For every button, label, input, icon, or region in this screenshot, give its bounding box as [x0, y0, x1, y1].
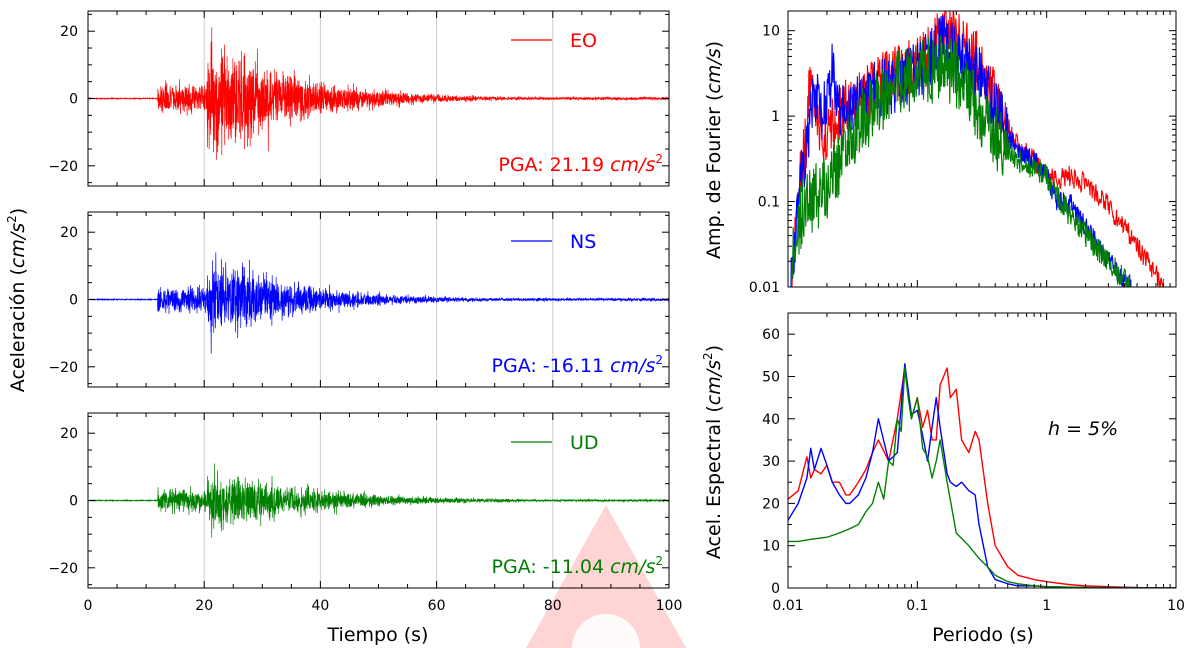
series-line-ns — [88, 252, 669, 354]
spectral-line-ns — [788, 363, 1176, 588]
panel-ud: −20 0 20 0 20 40 60 80 100 UD PGA: -11.04 cm/s2 — [48, 412, 683, 614]
x-tick-label: 40 — [311, 598, 329, 614]
xlabel-time: Tiempo (s) — [327, 624, 429, 646]
panel-fourier: 0.01 0.1 1 10 — [749, 10, 1177, 296]
panel-ns: −20 0 20 NS PGA: -16.11 cm/s2 — [48, 211, 670, 388]
x-tick-label: 20 — [195, 598, 213, 614]
legend: UD — [511, 432, 599, 454]
x-tick-label: 10 — [1167, 598, 1185, 614]
y-tick-label: 10 — [762, 539, 780, 555]
panel-spectral: 0 10 20 30 40 50 60 0.01 0.1 1 10 — [762, 312, 1185, 614]
y-tick-label: 10 — [762, 24, 780, 40]
x-tick-label: 60 — [428, 598, 446, 614]
pga-label: PGA: -11.04 cm/s2 — [492, 554, 663, 578]
x-tick-label: 1 — [1042, 598, 1051, 614]
spectral-line-eo — [788, 367, 1176, 588]
y-tick-label: 1 — [771, 109, 780, 125]
y-tick-label: −20 — [48, 360, 78, 376]
y-tick-label: 0.01 — [749, 280, 780, 296]
watermark-triangle — [526, 505, 686, 648]
ylabel-acceleration: Aceleración (cm/s2) — [5, 208, 29, 392]
y-tick-label: 20 — [60, 24, 78, 40]
legend-label: EO — [570, 30, 597, 52]
panel-eo: −20 0 20 EO PGA: 21.19 cm/s2 — [48, 10, 670, 187]
y-tick-label: 20 — [60, 225, 78, 241]
y-tick-label: 60 — [762, 327, 780, 343]
y-tick-label: 0 — [69, 293, 78, 309]
axes-frame — [787, 312, 1177, 589]
ylabel-spectral: Acel. Espectral (cm/s2) — [701, 345, 725, 559]
y-tick-label: 40 — [762, 412, 780, 428]
y-tick-label: 20 — [60, 426, 78, 442]
damping-annotation: h = 5% — [1048, 418, 1118, 440]
pga-label: PGA: -16.11 cm/s2 — [492, 353, 663, 377]
series-line-eo — [88, 27, 669, 160]
y-tick-label: −20 — [48, 159, 78, 175]
y-tick-label: 50 — [762, 369, 780, 385]
legend-label: UD — [570, 432, 599, 454]
watermark-arc — [572, 614, 640, 648]
axes-frame — [787, 10, 1177, 288]
x-tick-label: 0.01 — [772, 598, 803, 614]
y-tick-label: 30 — [762, 454, 780, 470]
y-tick-label: 0 — [69, 494, 78, 510]
y-tick-label: 0 — [771, 581, 780, 597]
spectral-line-ud — [788, 367, 1176, 588]
x-tick-label: 100 — [656, 598, 683, 614]
y-tick-label: 20 — [762, 496, 780, 512]
xlabel-period: Periodo (s) — [932, 624, 1034, 646]
ylabel-fourier: Amp. de Fourier (cm/s) — [703, 41, 725, 259]
y-tick-label: −20 — [48, 561, 78, 577]
legend-label: NS — [570, 231, 596, 253]
legend: EO — [511, 30, 597, 52]
pga-label: PGA: 21.19 cm/s2 — [498, 152, 663, 176]
x-tick-label: 0 — [84, 598, 93, 614]
fourier-line-ud — [791, 35, 1132, 287]
x-tick-label: 80 — [544, 598, 562, 614]
legend: NS — [511, 231, 596, 253]
fourier-line-ns — [790, 15, 1132, 287]
series-line-ud — [88, 463, 669, 538]
y-tick-label: 0 — [69, 92, 78, 108]
y-tick-label: 0.1 — [758, 195, 780, 211]
x-tick-label: 0.1 — [906, 598, 928, 614]
